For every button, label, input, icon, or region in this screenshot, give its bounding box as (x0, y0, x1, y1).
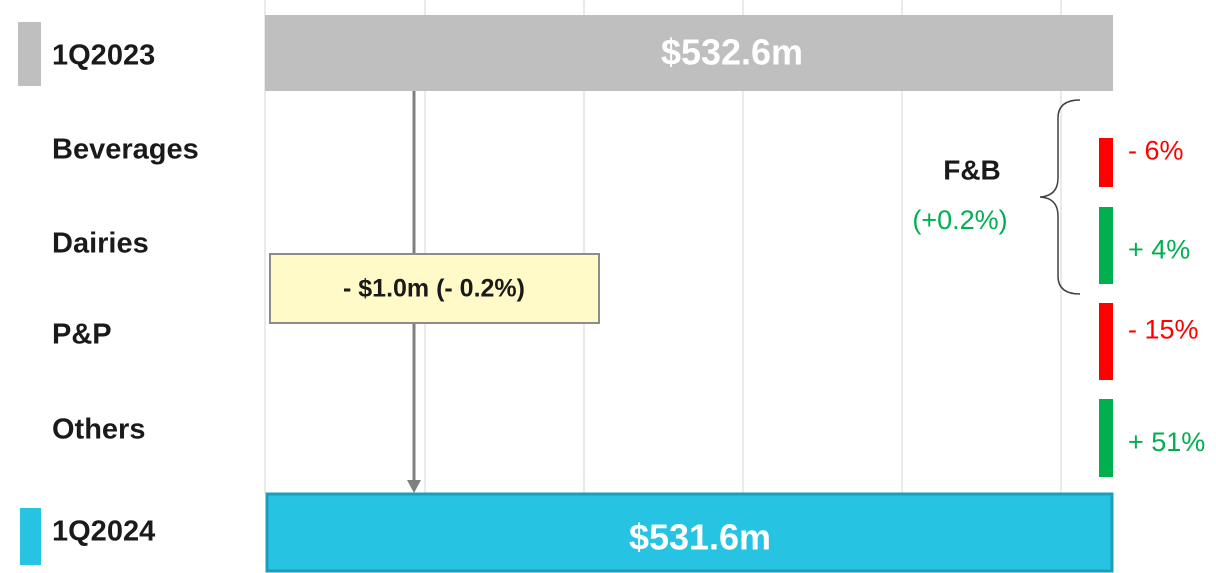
group-change: (+0.2%) (912, 205, 1007, 235)
legend-swatch (18, 22, 41, 86)
bar-label: $532.6m (661, 32, 803, 73)
bar (265, 492, 1114, 573)
segment-change: - 15% (1128, 315, 1199, 345)
change-indicator (1099, 138, 1113, 187)
change-label: - $1.0m (- 0.2%) (343, 275, 525, 303)
legend-swatch (20, 508, 41, 565)
period-label: 1Q2023 (52, 40, 155, 72)
segment-label: Beverages (52, 134, 199, 166)
change-box (269, 253, 600, 324)
segment-label: Dairies (52, 228, 149, 260)
change-indicator (1099, 399, 1113, 477)
change-indicator (1099, 207, 1113, 284)
indicators: - 6% + 4% - 15% + 51% (1099, 136, 1205, 477)
bar-label: $531.6m (629, 517, 771, 558)
segment-change: + 4% (1128, 235, 1190, 265)
bar (265, 15, 1113, 91)
group-label: F&B (943, 154, 1001, 185)
segment-change: + 51% (1128, 427, 1205, 457)
period-label: 1Q2024 (52, 516, 155, 548)
brace (1039, 99, 1081, 295)
change-indicator (1099, 303, 1113, 380)
segment-label: Others (52, 414, 145, 446)
arrow-head (407, 480, 421, 493)
segment-change: - 6% (1128, 136, 1184, 166)
segment-label: P&P (52, 319, 112, 351)
